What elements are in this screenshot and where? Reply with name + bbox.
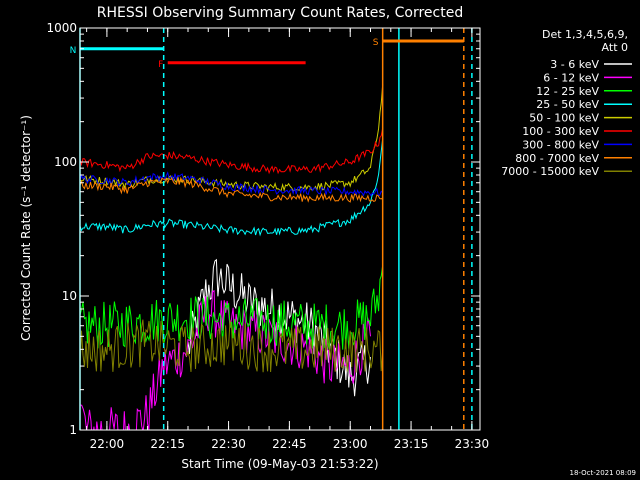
plot-area: N F S 1 10 100 1000 22:00 22:15 22:30 22:45 23:00 23… [46,21,490,451]
legend-label-5: 50 - 100 keV [529,112,599,125]
legend-label-3: 12 - 25 keV [536,85,599,98]
legend-label-8: 800 - 7000 keV [515,152,599,165]
legend-header-attenuator: Att 0 [602,41,628,54]
legend-header-detectors: Det 1,3,4,5,6,9, [542,28,628,41]
chart-title: RHESSI Observing Summary Count Rates, Co… [97,5,463,21]
legend-label-1: 3 - 6 keV [550,58,599,71]
legend-label-6: 100 - 300 keV [522,125,599,138]
x-axis-label: Start Time (09-May-03 21:53:22) [181,457,378,471]
annotation-label-n: N [70,46,77,56]
y-tick-label: 1000 [46,21,77,35]
x-tick-label: 23:15 [394,437,429,451]
x-tick-label: 23:00 [333,437,368,451]
legend-label-9: 7000 - 15000 keV [501,165,599,178]
annotation-label-f: F [158,60,163,70]
footer-timestamp: 18-Oct-2021 08:09 [570,469,636,477]
series-group [80,84,384,430]
series-line-8 [80,176,383,203]
legend-label-4: 25 - 50 keV [536,98,599,111]
legend-label-2: 6 - 12 keV [543,71,599,84]
series-line-9 [80,319,384,373]
y-tick-label: 100 [54,155,77,169]
x-tick-label: 22:30 [211,437,246,451]
series-line-6 [80,127,384,175]
x-tick-label: 22:15 [150,437,185,451]
y-axis-label: Corrected Count Rate (s⁻¹ detector⁻¹) [19,115,33,341]
annotation-label-s: S [373,38,379,48]
series-line-7 [80,171,384,197]
y-tick-label: 10 [62,289,77,303]
series-line-4 [80,138,384,237]
x-tick-label: 22:45 [272,437,307,451]
plot-frame [79,27,481,431]
x-tick-label: 23:30 [455,437,490,451]
legend-label-7: 300 - 800 keV [522,138,599,151]
series-line-5 [80,84,384,193]
x-tick-label: 22:00 [90,437,125,451]
y-tick-label: 1 [69,423,77,437]
